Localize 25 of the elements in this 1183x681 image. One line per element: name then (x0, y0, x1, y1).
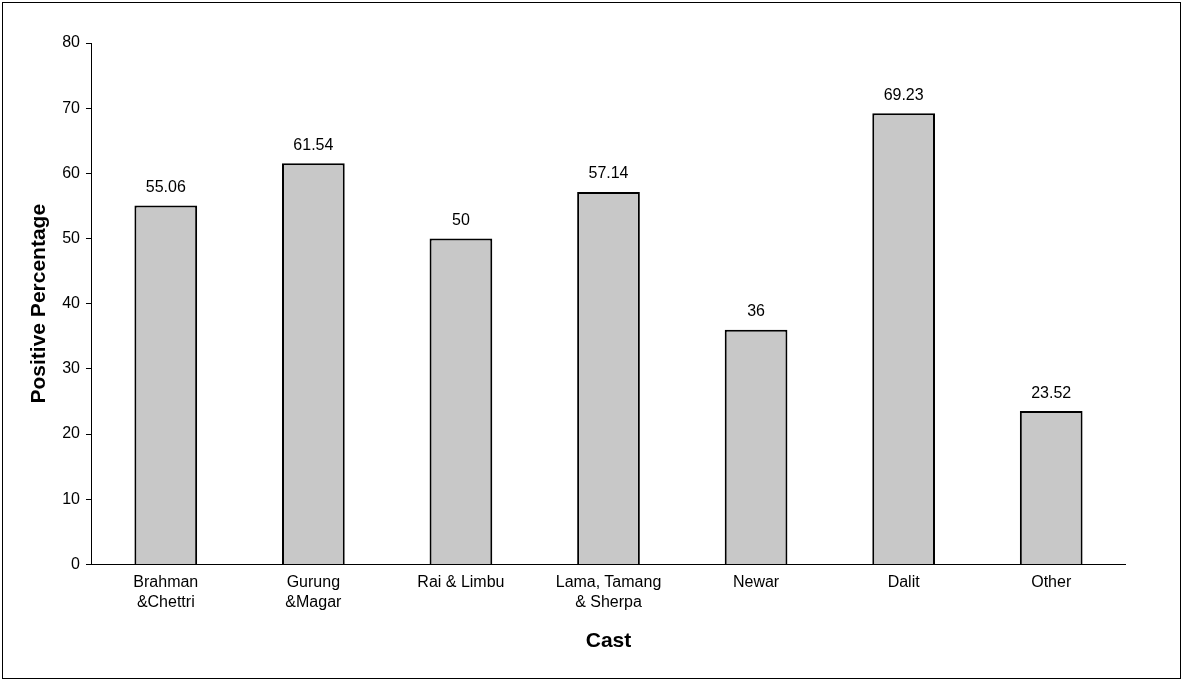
data-label: 23.52 (1031, 383, 1072, 401)
y-axis-title: Positive Percentage (26, 203, 50, 404)
x-tick-label: Gurung &Magar (285, 573, 343, 610)
data-label: 57.14 (588, 164, 629, 182)
y-tick-label: 50 (62, 228, 81, 246)
data-label: 36 (747, 302, 766, 320)
data-label: 50 (452, 210, 470, 228)
y-tick-label: 40 (62, 294, 81, 312)
x-tick-label: Rai & Limbu (417, 573, 505, 591)
y-tick-label: 20 (62, 424, 81, 442)
y-tick-label: 70 (62, 98, 81, 116)
y-tick-label: 0 (71, 554, 81, 572)
x-tick-label: Dalit (887, 573, 921, 591)
y-tick-label: 80 (62, 33, 81, 51)
x-tick-label: Newar (732, 573, 780, 591)
x-axis-title: Cast (585, 628, 632, 652)
y-tick-label: 30 (62, 359, 81, 377)
x-tick-label: Other (1031, 573, 1072, 591)
y-tick-label: 60 (62, 163, 81, 181)
x-tick-label: Lama, Tamang & Sherpa (555, 573, 662, 610)
y-tick-label: 10 (62, 489, 81, 507)
data-label: 61.54 (293, 135, 334, 153)
data-label: 69.23 (883, 85, 924, 103)
x-tick-label: Brahman &Chettri (133, 573, 199, 610)
data-label: 55.06 (145, 177, 186, 195)
